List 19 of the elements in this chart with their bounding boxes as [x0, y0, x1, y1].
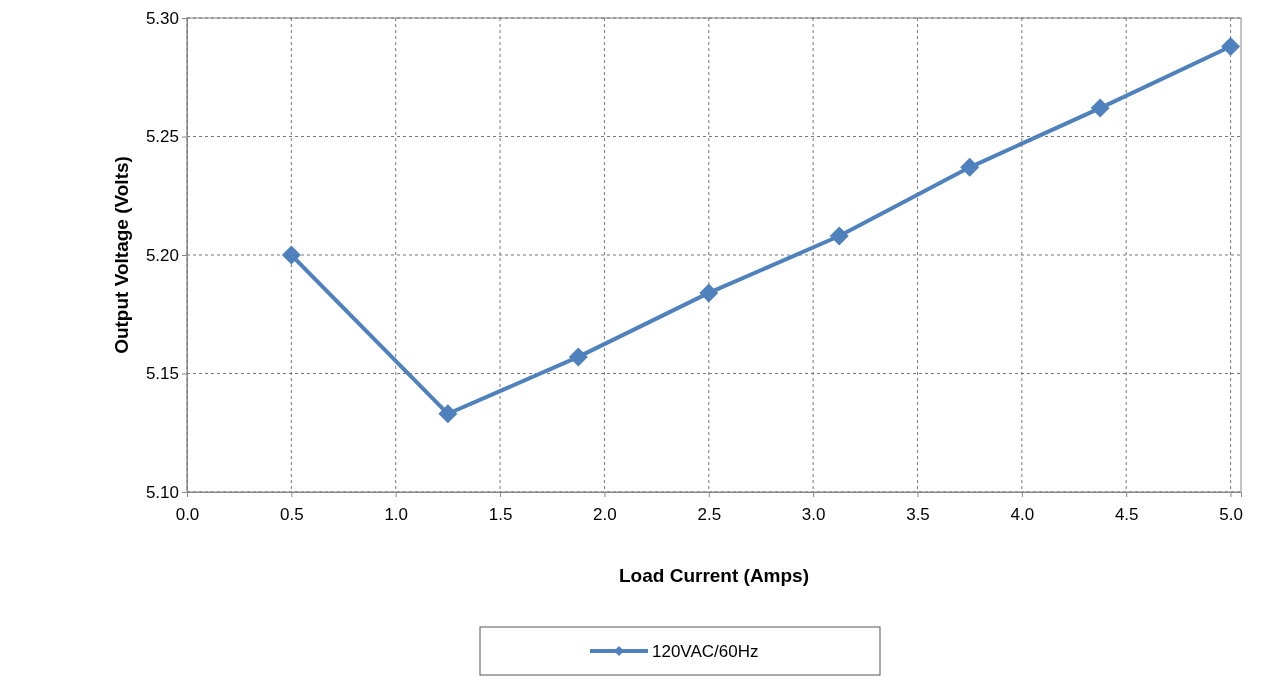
y-tick-label: 5.20	[145, 245, 179, 265]
y-tick-label: 5.15	[145, 364, 179, 384]
x-tick-label: 4.0	[1010, 505, 1035, 525]
x-tick-label: 1.5	[488, 505, 513, 525]
y-tick-label: 5.10	[145, 482, 179, 502]
x-tick-label: 5.0	[1219, 505, 1243, 525]
legend-label: 120VAC/60Hz	[652, 642, 759, 661]
x-tick-label: 4.5	[1114, 505, 1139, 525]
x-tick-label: 3.5	[906, 505, 930, 525]
x-tick-label: 2.0	[593, 505, 617, 525]
y-tick-label: 5.25	[145, 127, 179, 147]
x-tick-label: 0.0	[175, 505, 200, 525]
y-tick-label: 5.30	[145, 8, 179, 28]
x-tick-label: 0.5	[280, 505, 304, 525]
x-tick-label: 2.5	[697, 505, 722, 525]
x-tick-label: 1.0	[384, 505, 409, 525]
x-tick-label: 3.0	[801, 505, 826, 525]
y-axis-title: Output Voltage (Volts)	[111, 156, 132, 354]
x-axis-title: Load Current (Amps)	[619, 565, 809, 586]
